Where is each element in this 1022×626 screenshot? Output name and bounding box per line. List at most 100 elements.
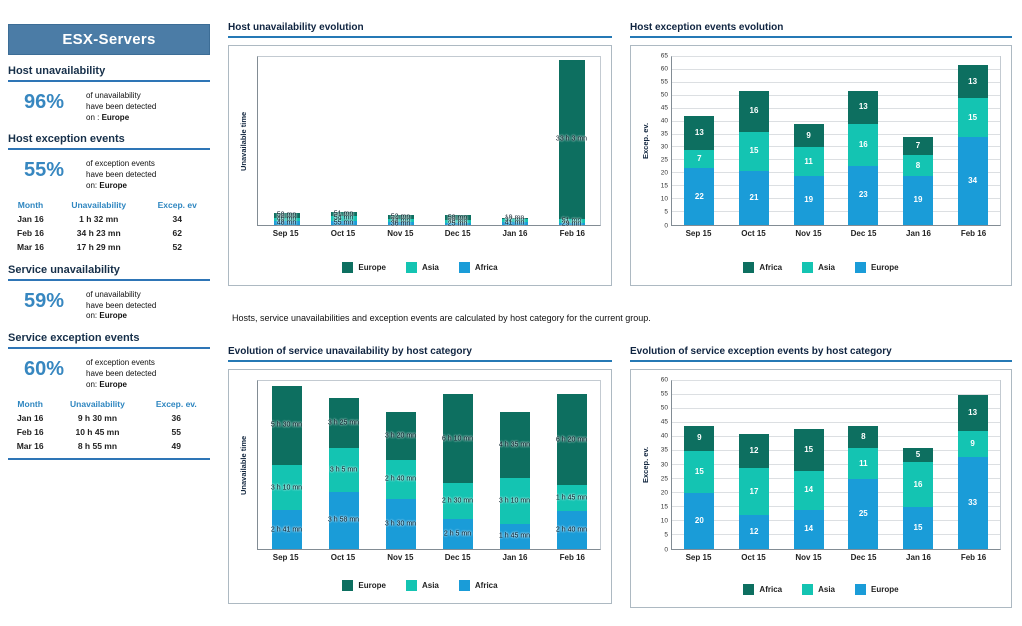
bar-segment-asia: 16 bbox=[902, 462, 933, 507]
bar-segment-asia: 9 bbox=[957, 431, 988, 457]
y-tick-label: 5 bbox=[664, 531, 668, 539]
bar-segment-europe: 58 mn bbox=[444, 214, 471, 221]
bar-feb-16: 33 h 3 mn 51 mn 29 mn bbox=[555, 57, 588, 227]
table-row: Jan 16 9 h 30 mn 36 bbox=[16, 412, 182, 423]
bar-segment-africa: 36 mn bbox=[387, 220, 414, 227]
bar-segment-europe: 14 bbox=[793, 509, 824, 549]
x-label-row: Sep 15 Oct 15 Nov 15 Dec 15 Jan 16 Feb 16 bbox=[671, 553, 1001, 562]
y-tick-label: 60 bbox=[660, 64, 668, 72]
gridline bbox=[672, 198, 1000, 200]
x-tick-label: Jan 16 bbox=[502, 229, 528, 238]
bar-segment-asia: 2 h 30 mn bbox=[442, 483, 473, 519]
chart-area: Excep. ev. 0 5 10 15 20 25 30 35 40 45 50 55 60 9 15 20 1… bbox=[641, 376, 1001, 552]
col-month: Month bbox=[17, 199, 44, 210]
bar-segment-africa: 3 h 58 mn bbox=[327, 491, 360, 549]
segment-label: 3 h 10 mn bbox=[270, 484, 303, 492]
segment-label: 9 bbox=[806, 130, 811, 140]
bar-segment-asia: 8 bbox=[902, 155, 933, 176]
bar-segment-europe: 5 h 30 mn bbox=[270, 385, 303, 465]
table-row: Mar 16 8 h 55 mn 49 bbox=[16, 440, 182, 451]
x-tick-label: Sep 15 bbox=[685, 553, 712, 562]
section-header-service-unavailability: Service unavailability bbox=[8, 264, 210, 281]
y-tick-label: 25 bbox=[660, 474, 668, 482]
bar-segment-africa: 9 bbox=[684, 425, 715, 451]
chart-area: Unavailable time 5 h 30 mn 3 h 10 mn 2 h 41… bbox=[239, 380, 601, 550]
bar-segment-asia: 34 mn bbox=[387, 217, 414, 224]
segment-label: 1 h 45 mn bbox=[498, 532, 531, 540]
bar-segment-asia: 54 mn bbox=[330, 215, 357, 222]
x-tick-label: Feb 16 bbox=[960, 553, 987, 562]
segment-label: 46 mn bbox=[276, 215, 297, 223]
x-tick-label: Oct 15 bbox=[741, 553, 766, 562]
y-tick-label: 55 bbox=[660, 77, 668, 85]
bar-sep-15: 5 h 30 mn 3 h 10 mn 2 h 41 mn bbox=[270, 381, 303, 549]
legend-item-asia: Asia bbox=[802, 584, 835, 595]
segment-label: 33 bbox=[968, 497, 978, 507]
bar-oct-15: 51 mn 54 mn 55 mn bbox=[330, 57, 357, 226]
bar-feb-16: 6 h 20 mn 1 h 45 mn 2 h 40 mn bbox=[556, 381, 587, 549]
col-month: Month bbox=[17, 398, 43, 409]
legend-label: Europe bbox=[358, 263, 386, 272]
y-tick-label: 40 bbox=[660, 117, 668, 125]
bar-segment-asia: 2 h 40 mn bbox=[384, 460, 417, 499]
bar-dec-15: 8 11 25 bbox=[848, 381, 879, 549]
percent-description: of exception events have been detected o… bbox=[86, 159, 157, 190]
bar-sep-15: 13 7 22 bbox=[684, 57, 715, 225]
gridline bbox=[672, 436, 1000, 437]
x-tick-label: Nov 15 bbox=[387, 229, 414, 238]
percent-description: of exception events have been detected o… bbox=[86, 358, 157, 389]
section-header-host-exception: Host exception events bbox=[8, 133, 210, 151]
x-label-row: Sep 15 Oct 15 Nov 15 Dec 15 Jan 16 Feb 16 bbox=[671, 229, 1001, 238]
segment-label: 33 h 3 mn bbox=[555, 135, 588, 143]
legend-item-europe: Europe bbox=[855, 262, 899, 273]
percent-value: 96% bbox=[23, 91, 65, 113]
bar-segment-africa: 13 bbox=[684, 116, 715, 151]
segment-label: 13 bbox=[858, 102, 868, 112]
gridline bbox=[672, 211, 1000, 213]
segment-label: 19 mn bbox=[505, 215, 524, 222]
legend-item-asia: Asia bbox=[405, 580, 439, 591]
host-monthly-table: Month Unavailability Excep. ev Jan 16 1 … bbox=[8, 198, 210, 254]
y-tick-label: 10 bbox=[660, 195, 668, 203]
bar-segment-africa: 29 mn bbox=[558, 220, 585, 227]
bar-oct-15: 12 17 12 bbox=[738, 381, 769, 549]
segment-label: 48 mn bbox=[276, 219, 297, 227]
bar-jan-16: 7 8 19 bbox=[902, 57, 933, 225]
table-row: Feb 16 10 h 45 mn 55 bbox=[16, 426, 182, 437]
legend-swatch-asia bbox=[802, 584, 814, 595]
segment-label: 2 h 40 mn bbox=[384, 475, 417, 483]
x-tick-label: Jan 16 bbox=[906, 229, 931, 238]
bar-segment-africa: 41 mn bbox=[501, 219, 528, 227]
chart-legend: Africa Asia Europe bbox=[641, 584, 1001, 595]
segment-label: 16 bbox=[749, 106, 759, 116]
segment-label: 3 h 58 mn bbox=[327, 516, 360, 524]
bar-segment-africa: 13 bbox=[848, 90, 879, 125]
bar-segment-europe: 4 h 35 mn bbox=[499, 412, 530, 479]
segment-label: 3 h 10 mn bbox=[498, 497, 531, 505]
gridline bbox=[672, 478, 1000, 479]
legend-label: Europe bbox=[871, 585, 899, 594]
segment-label: 3 h 5 mn bbox=[329, 466, 358, 474]
y-tick-label: 15 bbox=[660, 182, 668, 190]
bar-jan-16: 4 h 35 mn 3 h 10 mn 1 h 45 mn bbox=[498, 381, 531, 549]
chart-title: Evolution of service unavailability by h… bbox=[228, 346, 612, 362]
y-tick-label: 15 bbox=[660, 503, 668, 511]
bar-segment-europe: 6 h 20 mn bbox=[556, 394, 587, 486]
y-axis: 0 5 10 15 20 25 30 35 40 45 50 55 60 65 bbox=[653, 52, 671, 228]
bar-segment-europe: 23 bbox=[848, 165, 879, 225]
bar-segment-asia: 46 mn bbox=[273, 215, 300, 223]
x-tick-label: Nov 15 bbox=[795, 553, 822, 562]
chart-service-unavailability-by-category: Unavailable time 5 h 30 mn 3 h 10 mn 2 h 41… bbox=[228, 369, 612, 604]
plot-area: 13 7 22 16 15 21 9 11 19 13 16 23 7 8 19 13 15 34 bbox=[671, 56, 1001, 226]
bar-dec-15: 13 16 23 bbox=[848, 57, 879, 225]
percent-value: 60% bbox=[23, 358, 65, 381]
segment-label: 5 h 30 mn bbox=[270, 421, 303, 429]
x-tick-label: Oct 15 bbox=[330, 229, 356, 238]
segment-label: 41 mn bbox=[504, 219, 525, 227]
segment-label: 19 bbox=[804, 195, 814, 205]
segment-label: 16 bbox=[858, 139, 868, 149]
gridline bbox=[672, 56, 1000, 57]
bar-segment-africa: 8 bbox=[848, 425, 879, 449]
gridline bbox=[672, 172, 1000, 174]
